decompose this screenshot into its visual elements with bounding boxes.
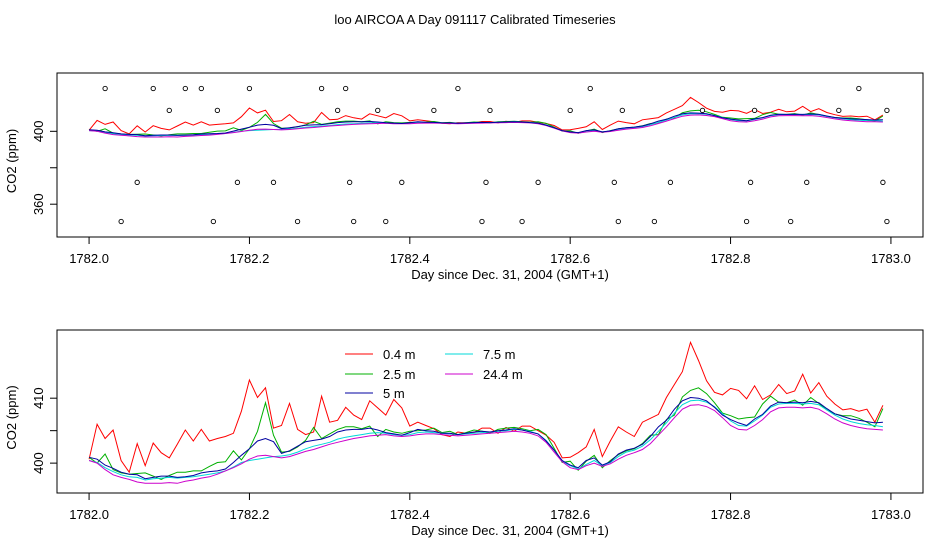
x-tick-label: 1782.4 bbox=[390, 507, 430, 522]
legend-label: 5 m bbox=[383, 386, 405, 401]
data-point bbox=[294, 218, 301, 225]
data-point bbox=[343, 85, 349, 92]
data-point bbox=[836, 107, 842, 114]
legend-label: 7.5 m bbox=[483, 347, 516, 362]
data-point bbox=[856, 85, 862, 92]
data-point bbox=[699, 107, 706, 114]
x-axis-title: Day since Dec. 31, 2004 (GMT+1) bbox=[411, 267, 609, 282]
x-tick-label: 1782.8 bbox=[711, 507, 751, 522]
legend-label: 2.5 m bbox=[383, 367, 416, 382]
y-tick-label: 410 bbox=[31, 387, 46, 409]
data-point bbox=[479, 218, 485, 225]
data-point bbox=[747, 179, 754, 185]
x-tick-label: 1782.2 bbox=[230, 251, 270, 266]
legend: 0.4 m 2.5 m 5 m 7.5 m 24.4 m bbox=[345, 347, 523, 401]
data-point bbox=[880, 179, 886, 185]
x-tick-label: 1782.0 bbox=[69, 507, 109, 522]
data-point bbox=[375, 107, 381, 114]
data-point bbox=[166, 107, 172, 114]
data-point bbox=[246, 85, 253, 92]
data-point bbox=[198, 85, 204, 92]
data-point bbox=[118, 218, 124, 225]
data-point bbox=[483, 179, 489, 185]
x-tick-label: 1782.2 bbox=[230, 507, 270, 522]
series-line-0-4-m bbox=[88, 340, 884, 474]
data-point bbox=[134, 179, 140, 185]
series-line-5-m bbox=[88, 396, 883, 480]
data-point bbox=[884, 107, 890, 114]
x-tick-label: 1782.6 bbox=[550, 507, 590, 522]
data-point bbox=[587, 85, 593, 92]
data-point bbox=[611, 179, 617, 185]
x-tick-label: 1782.0 bbox=[69, 251, 109, 266]
data-point bbox=[351, 218, 357, 225]
x-tick-label: 1783.0 bbox=[871, 251, 911, 266]
data-point bbox=[347, 179, 353, 185]
x-tick-label: 1782.4 bbox=[390, 251, 430, 266]
data-point bbox=[234, 179, 241, 185]
data-point bbox=[383, 218, 389, 225]
data-point bbox=[334, 107, 341, 114]
series-line-7-5-m bbox=[88, 399, 883, 481]
top-panel: 1782.0 1782.2 1782.4 1782.6 1782.8 1783.0 360 4… bbox=[4, 72, 924, 282]
y-tick-label: 400 bbox=[31, 120, 46, 142]
x-tick-label: 1782.6 bbox=[550, 251, 590, 266]
legend-label: 24.4 m bbox=[483, 367, 523, 382]
data-point bbox=[210, 218, 217, 225]
x-axis-title: Day since Dec. 31, 2004 (GMT+1) bbox=[411, 523, 609, 538]
series-line-5-m bbox=[89, 112, 883, 137]
data-point bbox=[567, 107, 573, 114]
data-point bbox=[884, 218, 890, 225]
data-point bbox=[519, 218, 525, 225]
figure-title: loo AIRCOA A Day 091117 Calibrated Times… bbox=[334, 12, 616, 27]
bottom-panel: 1782.0 1782.2 1782.4 1782.6 1782.8 1783.0 400 4… bbox=[4, 329, 924, 538]
data-point bbox=[214, 107, 221, 114]
x-tick-label: 1783.0 bbox=[871, 507, 911, 522]
data-point bbox=[150, 85, 156, 92]
data-point bbox=[318, 85, 325, 92]
data-point bbox=[619, 107, 625, 114]
series-line-24-4-m bbox=[88, 404, 883, 484]
y-axis-title: CO2 (ppm) bbox=[4, 129, 19, 193]
data-point bbox=[667, 179, 674, 185]
legend-label: 0.4 m bbox=[383, 347, 416, 362]
x-tick-label: 1782.8 bbox=[711, 251, 751, 266]
data-point bbox=[399, 179, 405, 185]
data-point bbox=[102, 85, 108, 92]
data-point bbox=[751, 107, 758, 114]
data-point bbox=[535, 179, 541, 185]
y-axis-title: CO2 (ppm) bbox=[4, 385, 19, 449]
data-point bbox=[431, 107, 437, 114]
y-tick-label: 360 bbox=[31, 193, 46, 215]
data-point bbox=[487, 107, 493, 114]
y-tick-label: 400 bbox=[31, 452, 46, 474]
data-point bbox=[182, 85, 188, 92]
data-point bbox=[615, 218, 621, 225]
series-line-0-4-m bbox=[88, 96, 884, 135]
data-point bbox=[804, 179, 810, 185]
plot-frame bbox=[56, 329, 924, 494]
data-point bbox=[651, 218, 658, 225]
data-point bbox=[719, 85, 726, 92]
data-point bbox=[788, 218, 794, 225]
plot-frame bbox=[56, 72, 924, 238]
data-point bbox=[743, 218, 750, 225]
data-point bbox=[270, 179, 277, 185]
data-point bbox=[455, 85, 461, 92]
